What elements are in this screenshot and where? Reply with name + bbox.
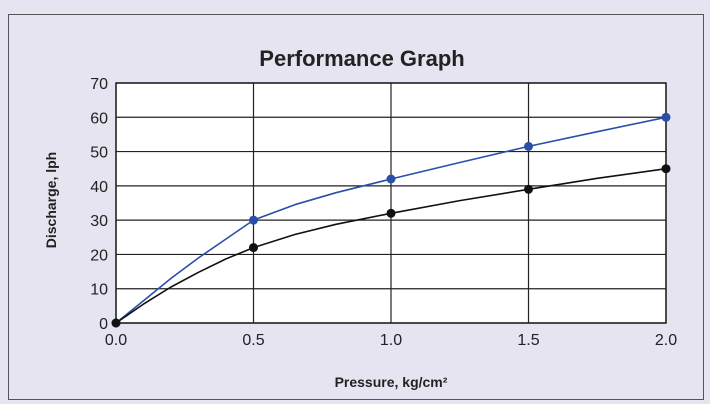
data-point [111, 318, 121, 328]
x-tick-label: 0.5 [242, 332, 264, 349]
y-tick-label: 10 [90, 282, 108, 299]
y-tick-label: 50 [90, 145, 108, 162]
x-axis-label: Pressure, kg/cm² [335, 374, 448, 390]
data-point [661, 164, 671, 174]
data-point [524, 141, 533, 151]
data-point [249, 243, 258, 253]
data-point [386, 174, 396, 184]
x-tick-label: 1.5 [517, 332, 539, 349]
y-tick-label: 0 [99, 316, 108, 333]
series-layer [111, 112, 671, 328]
y-axis-label: Discharge, lph [43, 152, 59, 248]
y-tick-label: 70 [90, 76, 108, 93]
data-point [249, 215, 258, 225]
y-tick-label: 60 [90, 110, 108, 127]
x-tick-label: 0.0 [105, 332, 127, 349]
data-point [386, 208, 396, 218]
x-tick-label: 2.0 [655, 332, 677, 349]
data-point [524, 184, 533, 194]
chart-title: Performance Graph [259, 46, 464, 71]
y-tick-label: 20 [90, 247, 108, 264]
grid [115, 82, 667, 324]
y-tick-label: 30 [90, 213, 108, 230]
x-tick-label: 1.0 [380, 332, 402, 349]
data-point [661, 112, 671, 122]
y-tick-label: 40 [90, 179, 108, 196]
tick-labels: 0 10 20 30 40 50 60 70 0.0 0.5 1.0 1.5 2.0 [90, 76, 677, 349]
